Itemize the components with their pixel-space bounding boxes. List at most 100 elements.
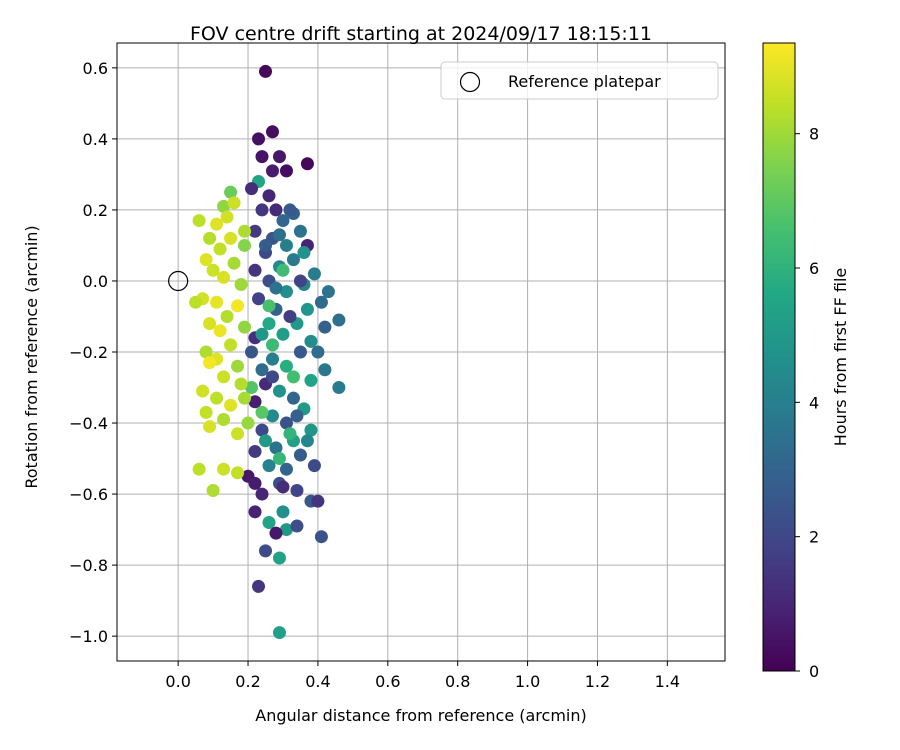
data-point <box>227 256 241 270</box>
legend-marker-icon <box>459 71 481 93</box>
data-point <box>252 132 266 146</box>
data-point <box>272 228 286 242</box>
data-point <box>245 381 259 395</box>
y-tick-label: −0.8 <box>69 556 108 575</box>
data-point <box>234 278 248 292</box>
data-point <box>255 203 269 217</box>
data-point <box>259 434 273 448</box>
data-point <box>293 274 307 288</box>
x-tick-label: 0.6 <box>375 672 400 691</box>
data-point <box>245 182 259 196</box>
data-point <box>300 157 314 171</box>
data-point <box>255 363 269 377</box>
data-point <box>255 150 269 164</box>
data-point <box>290 484 304 498</box>
data-point <box>231 466 245 480</box>
data-point <box>238 391 252 405</box>
data-point <box>248 263 262 277</box>
data-point <box>203 356 217 370</box>
x-tick-label: 1.4 <box>655 672 680 691</box>
y-tick-label: −0.4 <box>69 414 108 433</box>
data-point <box>279 359 293 373</box>
data-point <box>283 309 297 323</box>
data-point <box>238 224 252 238</box>
colorbar-tick-label: 6 <box>809 259 819 278</box>
data-point <box>265 125 279 139</box>
data-point <box>279 285 293 299</box>
y-tick-label: 0.2 <box>83 201 108 220</box>
data-point <box>255 405 269 419</box>
x-tick-label: 0.2 <box>235 672 260 691</box>
colorbar-ticks: 0 2 4 6 8 <box>795 125 819 681</box>
data-point <box>304 334 318 348</box>
data-point <box>224 185 238 199</box>
data-point <box>286 391 300 405</box>
data-point <box>220 309 234 323</box>
data-point <box>217 412 231 426</box>
data-point <box>259 64 273 78</box>
y-axis-label: Rotation from reference (arcmin) <box>22 225 41 488</box>
data-point <box>252 579 266 593</box>
data-point <box>269 441 283 455</box>
data-point <box>279 238 293 252</box>
legend: Reference platepar <box>440 61 719 100</box>
data-point <box>279 462 293 476</box>
data-point <box>224 231 238 245</box>
x-axis-label: Angular distance from reference (arcmin) <box>255 706 586 725</box>
x-axis-ticks: 0.0 0.2 0.4 0.6 0.8 1.0 1.2 1.4 <box>165 661 680 691</box>
x-tick-label: 1.0 <box>515 672 540 691</box>
data-point <box>272 384 286 398</box>
data-point <box>304 423 318 437</box>
data-point <box>279 164 293 178</box>
data-point <box>196 384 210 398</box>
colorbar-label: Hours from first FF file <box>831 268 850 447</box>
data-point <box>269 281 283 295</box>
data-point <box>311 345 325 359</box>
data-point <box>255 423 269 437</box>
data-point <box>217 462 231 476</box>
data-point <box>283 427 297 441</box>
colorbar-tick-label: 8 <box>809 125 819 144</box>
legend-entry-reference: Reference platepar <box>508 72 661 91</box>
data-point <box>189 295 203 309</box>
data-point <box>307 459 321 473</box>
data-point <box>241 416 255 430</box>
data-point <box>199 405 213 419</box>
y-tick-label: 0.6 <box>83 59 108 78</box>
data-point <box>220 210 234 224</box>
data-point <box>293 448 307 462</box>
y-tick-label: −0.2 <box>69 343 108 362</box>
y-tick-label: −1.0 <box>69 627 108 646</box>
data-point <box>276 480 290 494</box>
data-point <box>192 214 206 228</box>
data-point <box>259 544 273 558</box>
data-point <box>321 285 335 299</box>
data-point <box>203 231 217 245</box>
x-tick-label: 0.4 <box>305 672 330 691</box>
data-point <box>304 373 318 387</box>
colorbar <box>762 42 796 672</box>
data-point <box>248 395 262 409</box>
data-point <box>255 327 269 341</box>
data-point <box>311 494 325 508</box>
data-point <box>276 505 290 519</box>
data-point <box>245 345 259 359</box>
y-tick-label: 0.0 <box>83 272 108 291</box>
data-point <box>300 302 314 316</box>
data-point <box>238 238 252 252</box>
data-point <box>265 164 279 178</box>
data-point <box>238 320 252 334</box>
data-point <box>272 626 286 640</box>
data-point <box>293 224 307 238</box>
x-tick-label: 1.2 <box>585 672 610 691</box>
colorbar-tick-label: 0 <box>809 662 819 681</box>
data-point <box>259 238 273 252</box>
data-point <box>283 203 297 217</box>
chart-title: FOV centre drift starting at 2024/09/17 … <box>190 23 652 45</box>
y-tick-label: −0.6 <box>69 485 108 504</box>
data-point <box>314 530 328 544</box>
data-point <box>262 189 276 203</box>
data-point <box>231 359 245 373</box>
data-point <box>307 267 321 281</box>
data-point <box>272 452 286 466</box>
